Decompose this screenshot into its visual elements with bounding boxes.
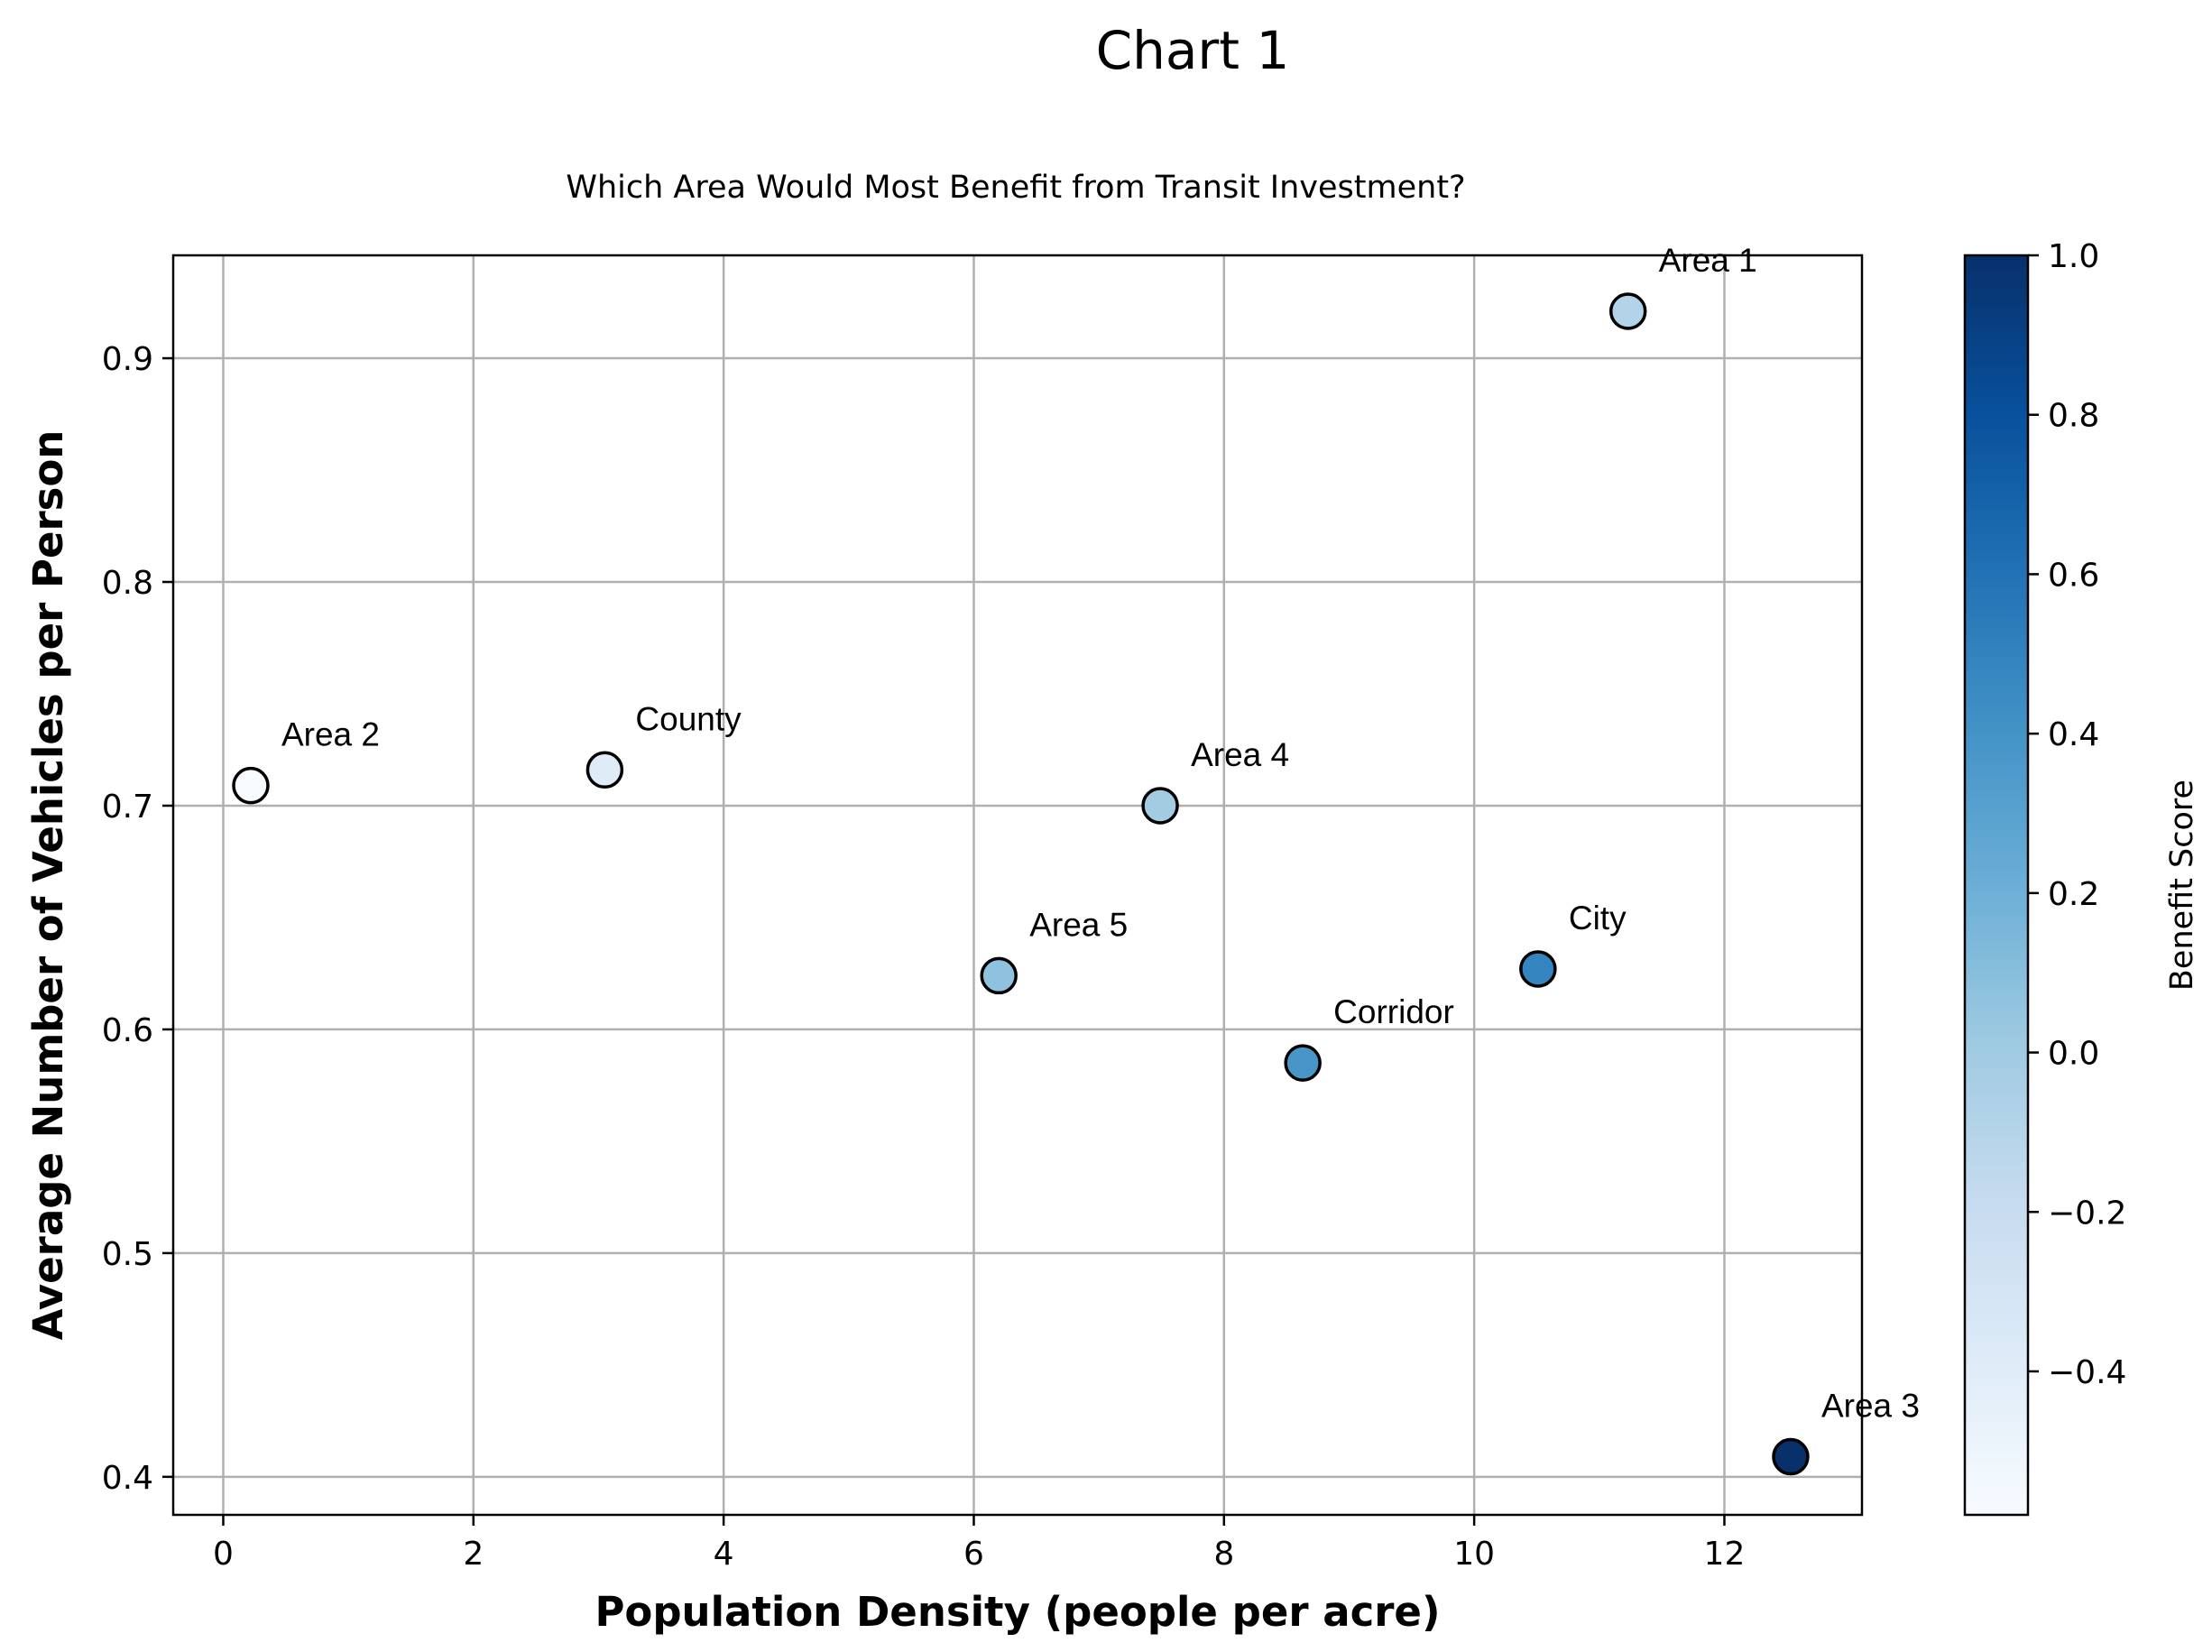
data-point bbox=[1608, 292, 1647, 330]
data-points bbox=[232, 292, 1810, 1476]
point-label: County bbox=[635, 700, 742, 737]
x-tick-label: 4 bbox=[714, 1536, 734, 1573]
y-tick-label: 0.5 bbox=[102, 1236, 153, 1273]
point-label: City bbox=[1569, 900, 1627, 937]
point-label: Area 4 bbox=[1191, 736, 1289, 773]
x-tick-label: 8 bbox=[1213, 1536, 1234, 1573]
colorbar-tick-label: 0.8 bbox=[2048, 398, 2099, 435]
colorbar-tick-label: 0.0 bbox=[2048, 1036, 2099, 1073]
x-tick-label: 2 bbox=[463, 1536, 484, 1573]
x-axis-ticks: 0 2 4 6 8 10 12 bbox=[213, 1515, 1745, 1573]
chart-title: Chart 1 bbox=[1096, 20, 1290, 81]
colorbar-tick-label: 1.0 bbox=[2048, 238, 2099, 275]
x-tick-label: 12 bbox=[1704, 1536, 1746, 1573]
data-point bbox=[585, 751, 624, 789]
colorbar-tick-label: −0.4 bbox=[2048, 1354, 2126, 1391]
y-tick-label: 0.9 bbox=[102, 341, 153, 378]
plot-frame bbox=[171, 254, 1864, 1517]
colorbar-tick-label: 0.4 bbox=[2048, 716, 2099, 753]
data-point bbox=[1772, 1437, 1810, 1476]
point-labels: Area 1 Area 2 County Area 4 Area 5 Corridor Ci… bbox=[281, 242, 1920, 1425]
y-tick-label: 0.6 bbox=[102, 1012, 153, 1049]
y-tick-label: 0.7 bbox=[102, 789, 153, 826]
colorbar-tick-label: 0.2 bbox=[2048, 876, 2099, 913]
colorbar-label: Benefit Score bbox=[2164, 780, 2200, 991]
point-label: Area 1 bbox=[1659, 242, 1757, 279]
data-point bbox=[1519, 950, 1557, 988]
x-tick-label: 10 bbox=[1453, 1536, 1495, 1573]
data-point bbox=[1141, 787, 1179, 825]
point-label: Corridor bbox=[1333, 993, 1454, 1030]
y-axis-title: Average Number of Vehicles per Person bbox=[24, 430, 72, 1341]
data-point bbox=[1284, 1044, 1322, 1082]
colorbar-tick-label: 0.6 bbox=[2048, 557, 2099, 594]
point-label: Area 3 bbox=[1821, 1388, 1920, 1425]
x-axis-title: Population Density (people per acre) bbox=[594, 1588, 1440, 1636]
y-tick-label: 0.8 bbox=[102, 565, 153, 602]
x-tick-label: 0 bbox=[213, 1536, 234, 1573]
chart-subtitle: Which Area Would Most Benefit from Trans… bbox=[566, 170, 1465, 206]
data-point bbox=[232, 766, 270, 805]
grid-lines bbox=[173, 255, 1862, 1515]
data-point bbox=[980, 956, 1018, 995]
x-tick-label: 6 bbox=[963, 1536, 984, 1573]
y-axis-ticks: 0.4 0.5 0.6 0.7 0.8 0.9 bbox=[102, 341, 173, 1497]
y-tick-label: 0.4 bbox=[102, 1460, 153, 1497]
point-label: Area 5 bbox=[1029, 906, 1128, 943]
colorbar-tick-label: −0.2 bbox=[2048, 1195, 2126, 1232]
point-label: Area 2 bbox=[281, 716, 380, 753]
colorbar-ticks: −0.4 −0.2 0.0 0.2 0.4 0.6 0.8 1.0 bbox=[2028, 238, 2126, 1391]
colorbar bbox=[1963, 254, 2030, 1517]
